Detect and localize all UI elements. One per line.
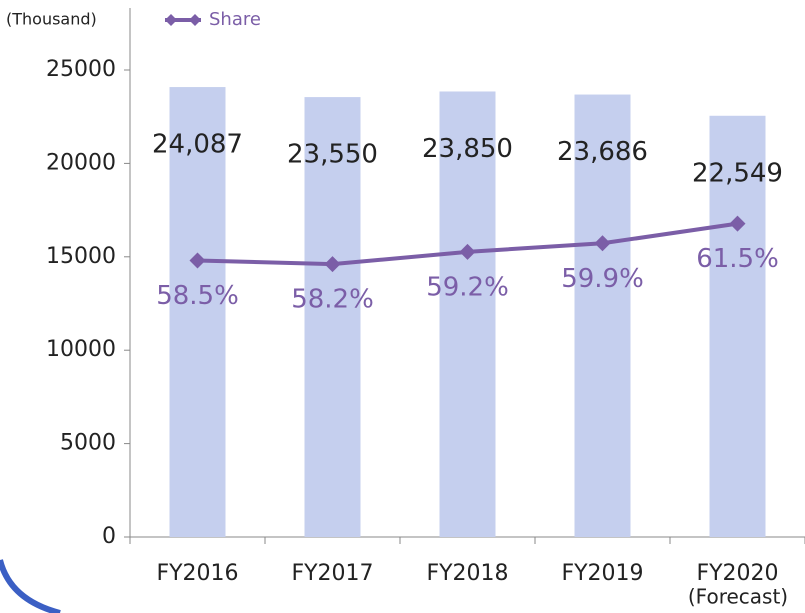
share-value-label: 58.2% <box>291 285 374 315</box>
bar-value-label: 22,549 <box>692 158 783 188</box>
bar <box>439 91 496 538</box>
bar <box>169 87 226 537</box>
share-value-label: 58.5% <box>156 281 239 311</box>
share-value-label: 59.2% <box>426 272 509 302</box>
bar <box>574 94 631 537</box>
share-marker <box>594 235 611 252</box>
x-tick-label: FY2016 <box>156 561 238 586</box>
y-tick-label: 0 <box>102 524 116 549</box>
x-tick-label: FY2017 <box>291 561 373 586</box>
legend-label: Share <box>209 9 261 30</box>
y-tick-label: 25000 <box>46 57 116 82</box>
forecast-note: (Forecast) <box>688 585 788 609</box>
share-marker <box>729 215 746 232</box>
share-value-label: 61.5% <box>696 244 779 274</box>
share-marker <box>324 256 341 273</box>
bar-value-label: 23,550 <box>287 140 378 170</box>
share-value-label: 59.9% <box>561 264 644 294</box>
x-tick-label: FY2018 <box>426 561 508 586</box>
share-marker <box>189 252 206 269</box>
y-tick-label: 20000 <box>46 150 116 175</box>
y-tick-label: 5000 <box>60 431 116 456</box>
bar-value-label: 24,087 <box>152 130 243 160</box>
bar-value-label: 23,850 <box>422 134 513 164</box>
decoration-arc <box>0 559 61 613</box>
bar <box>304 97 361 537</box>
x-tick-label: FY2020 <box>696 561 778 586</box>
y-tick-label: 10000 <box>46 337 116 362</box>
bar <box>709 115 766 538</box>
x-tick-label: FY2019 <box>561 561 643 586</box>
y-tick-label: 15000 <box>46 244 116 269</box>
legend-marker <box>189 14 201 26</box>
share-marker <box>459 243 476 260</box>
legend-marker <box>165 14 177 26</box>
bar-value-label: 23,686 <box>557 137 648 167</box>
y-axis-label: (Thousand) <box>6 10 97 29</box>
